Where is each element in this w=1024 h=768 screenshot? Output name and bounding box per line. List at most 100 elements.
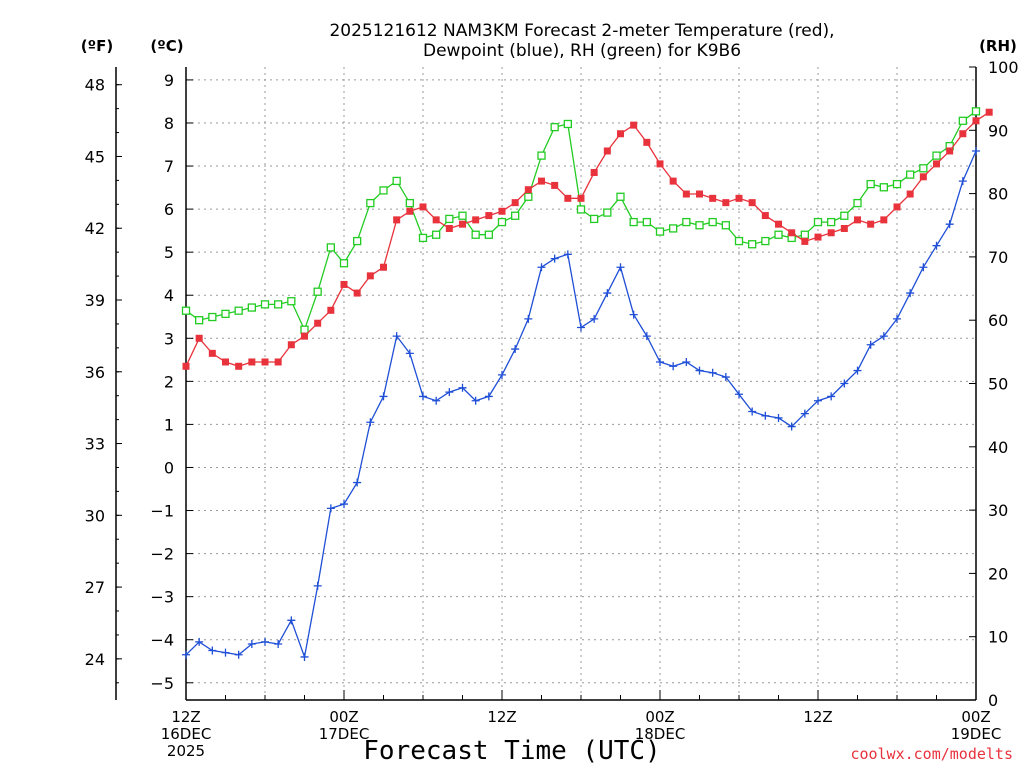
temperature-point bbox=[222, 358, 229, 366]
dewpoint-point bbox=[195, 637, 204, 646]
time-tick-label-line: 2025 bbox=[167, 742, 205, 760]
rh-tick-label: 0 bbox=[988, 691, 998, 710]
dewpoint-point bbox=[432, 396, 441, 405]
dewpoint-point bbox=[695, 366, 704, 375]
dewpoint-point bbox=[932, 241, 941, 250]
dewpoint-point bbox=[616, 263, 625, 272]
rh-tick-label: 100 bbox=[988, 58, 1019, 77]
rh-point bbox=[300, 325, 309, 334]
celsius-tick-label: −2 bbox=[150, 545, 174, 564]
temperature-point bbox=[551, 181, 559, 189]
time-tick-label-line: 12Z bbox=[803, 708, 832, 726]
dewpoint-point bbox=[972, 146, 980, 155]
temperature-point bbox=[380, 263, 387, 271]
temperature-point bbox=[301, 332, 308, 340]
rh-point bbox=[563, 119, 572, 129]
temperature-point bbox=[972, 117, 980, 125]
dewpoint-point bbox=[669, 362, 678, 371]
temperature-point bbox=[656, 160, 664, 168]
temperature-point bbox=[564, 194, 572, 202]
dewpoint-point bbox=[287, 616, 296, 625]
dewpoint-point bbox=[748, 407, 757, 416]
temperature-point bbox=[682, 190, 690, 198]
temperature-point bbox=[195, 334, 203, 342]
time-tick-label: 00Z 19DEC bbox=[951, 708, 1002, 743]
dewpoint-point bbox=[326, 504, 335, 513]
rh-point bbox=[471, 230, 480, 239]
rh-point bbox=[748, 240, 757, 249]
rh-point bbox=[195, 316, 204, 325]
temperature-point bbox=[748, 199, 756, 207]
temperature-point bbox=[524, 186, 532, 194]
rh-point bbox=[208, 312, 217, 322]
temperature-point bbox=[208, 349, 216, 357]
celsius-tick-label: 2 bbox=[164, 372, 174, 391]
fahrenheit-tick-label: 33 bbox=[85, 435, 105, 454]
fahrenheit-tick-label: 39 bbox=[85, 291, 105, 310]
temperature-point bbox=[511, 199, 519, 207]
temperature-point bbox=[182, 362, 190, 370]
celsius-tick-label: 0 bbox=[164, 458, 174, 477]
dewpoint-point bbox=[840, 379, 849, 388]
dewpoint-point bbox=[313, 581, 322, 590]
dewpoint-point bbox=[405, 349, 414, 358]
rh-point bbox=[708, 217, 717, 227]
dewpoint-point bbox=[590, 314, 599, 323]
credit-link[interactable]: coolwx.com/modelts bbox=[850, 745, 1013, 763]
rh-series bbox=[181, 107, 981, 334]
dewpoint-point bbox=[471, 396, 480, 405]
rh-point bbox=[432, 230, 441, 239]
rh-tick-label: 10 bbox=[988, 628, 1008, 647]
temperature-point bbox=[419, 203, 427, 211]
rh-point bbox=[366, 198, 375, 208]
temperature-point bbox=[366, 272, 374, 280]
rh-point bbox=[629, 217, 638, 227]
dewpoint-point bbox=[787, 422, 796, 431]
rh-point bbox=[813, 217, 823, 227]
celsius-axis-label: (ºC) bbox=[150, 37, 183, 55]
rh-point bbox=[392, 176, 401, 186]
rh-point bbox=[484, 230, 493, 239]
rh-point bbox=[247, 303, 256, 312]
fahrenheit-tick-label: 27 bbox=[85, 578, 105, 597]
fahrenheit-axis-label: (ºF) bbox=[81, 37, 113, 55]
temperature-point bbox=[393, 216, 401, 224]
dewpoint-point bbox=[234, 650, 243, 659]
temperature-point bbox=[722, 199, 730, 207]
rh-axis: 0 10 20 30 40 50 60 70 80 90 100 bbox=[969, 58, 1019, 710]
temperature-point bbox=[445, 224, 453, 232]
temperature-point bbox=[235, 362, 243, 370]
rh-point bbox=[524, 192, 533, 201]
rh-point bbox=[537, 151, 546, 160]
dewpoint-point bbox=[511, 345, 520, 354]
time-tick-label-line: 00Z bbox=[961, 708, 990, 726]
celsius-tick-label: 6 bbox=[164, 200, 174, 219]
dewpoint-point bbox=[340, 500, 348, 509]
fahrenheit-axis: 24 27 30 33 36 39 42 45 48 bbox=[85, 76, 122, 684]
dewpoint-point bbox=[735, 390, 743, 399]
dewpoint-point bbox=[392, 332, 401, 341]
temperature-point bbox=[274, 358, 282, 366]
temperature-point bbox=[327, 306, 335, 314]
rh-tick-label: 30 bbox=[988, 501, 1008, 520]
dewpoint-point bbox=[274, 640, 283, 649]
rh-point bbox=[274, 300, 283, 309]
temperature-point bbox=[261, 358, 269, 366]
temperature-point bbox=[538, 177, 545, 185]
rh-point bbox=[326, 243, 335, 252]
dewpoint-point bbox=[906, 289, 915, 298]
temperature-point bbox=[946, 147, 954, 155]
temperature-point bbox=[340, 280, 348, 288]
chart-title-line-1: 2025121612 NAM3KM Forecast 2-meter Tempe… bbox=[329, 21, 834, 41]
dewpoint-point bbox=[221, 648, 230, 657]
rh-axis-label: (RH) bbox=[979, 37, 1017, 55]
time-tick-label-line: 19DEC bbox=[951, 725, 1002, 743]
rh-point bbox=[445, 214, 454, 224]
dewpoint-point bbox=[919, 263, 928, 272]
temperature-point bbox=[696, 190, 703, 198]
rh-point bbox=[958, 116, 967, 125]
time-tick-label-line: 16DEC bbox=[161, 725, 212, 743]
temperature-point bbox=[906, 190, 914, 198]
dewpoint-point bbox=[656, 357, 664, 366]
